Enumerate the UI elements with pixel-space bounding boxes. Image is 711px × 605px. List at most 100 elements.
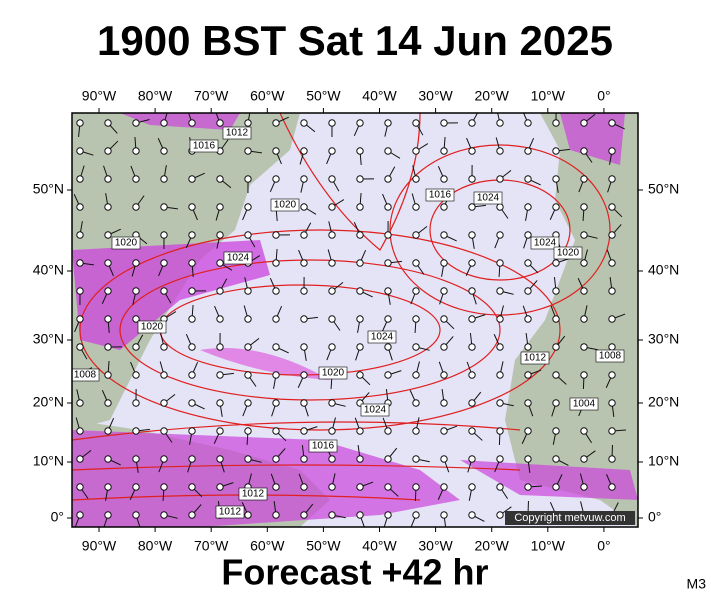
barb-station bbox=[329, 260, 335, 266]
barb-station bbox=[441, 204, 447, 210]
barb-station bbox=[161, 512, 167, 518]
barb-station bbox=[441, 232, 447, 238]
barb-station bbox=[525, 484, 531, 490]
barb-station bbox=[357, 428, 363, 434]
barb-station bbox=[217, 176, 223, 182]
barb-station bbox=[581, 120, 587, 126]
barb-station bbox=[525, 148, 531, 154]
isobar-label: 1012 bbox=[242, 489, 265, 500]
barb-station bbox=[77, 204, 83, 210]
barb-station bbox=[469, 120, 475, 126]
barb-station bbox=[497, 428, 503, 434]
barb-station bbox=[273, 344, 279, 350]
barb-station bbox=[161, 204, 167, 210]
barb-station bbox=[609, 344, 615, 350]
barb-station bbox=[189, 512, 195, 518]
isobar-label: 1004 bbox=[573, 399, 596, 410]
barb-station bbox=[189, 232, 195, 238]
barb-station bbox=[357, 512, 363, 518]
barb-station bbox=[469, 484, 475, 490]
barb-station bbox=[105, 456, 111, 462]
barb-station bbox=[609, 120, 615, 126]
barb-station bbox=[497, 260, 503, 266]
barb-station bbox=[553, 288, 559, 294]
barb-station bbox=[161, 400, 167, 406]
barb-station bbox=[189, 260, 195, 266]
barb-station bbox=[525, 316, 531, 322]
barb-station bbox=[609, 176, 615, 182]
barb-station bbox=[105, 260, 111, 266]
barb-station bbox=[553, 344, 559, 350]
barb-station bbox=[301, 456, 307, 462]
lon-label: 0° bbox=[597, 538, 610, 554]
copyright: Copyright metvuw.com bbox=[514, 512, 625, 524]
barb-station bbox=[133, 400, 139, 406]
barb-station bbox=[161, 260, 167, 266]
barb-station bbox=[441, 400, 447, 406]
isobar-label: 1008 bbox=[599, 351, 622, 362]
barb-station bbox=[357, 204, 363, 210]
barb-station bbox=[413, 456, 419, 462]
barb-station bbox=[189, 176, 195, 182]
barb-station bbox=[385, 484, 391, 490]
barb-station bbox=[497, 176, 503, 182]
barb-station bbox=[245, 288, 251, 294]
barb-station bbox=[105, 512, 111, 518]
barb-station bbox=[161, 148, 167, 154]
barb-station bbox=[441, 120, 447, 126]
barb-station bbox=[469, 176, 475, 182]
barb-station bbox=[497, 204, 503, 210]
barb-station bbox=[329, 512, 335, 518]
lon-label: 20°W bbox=[475, 88, 510, 104]
barb-station bbox=[413, 204, 419, 210]
barb-station bbox=[301, 232, 307, 238]
barb-station bbox=[497, 456, 503, 462]
barb-station bbox=[105, 288, 111, 294]
barb-station bbox=[217, 484, 223, 490]
barb-station bbox=[497, 232, 503, 238]
barb-station bbox=[217, 344, 223, 350]
barb-station bbox=[413, 400, 419, 406]
barb-station bbox=[217, 400, 223, 406]
barb-station bbox=[441, 512, 447, 518]
lat-label: 10°N bbox=[33, 453, 64, 469]
barb-station bbox=[217, 288, 223, 294]
barb-station bbox=[105, 148, 111, 154]
barb-station bbox=[329, 232, 335, 238]
barb-station bbox=[413, 260, 419, 266]
barb-station bbox=[385, 148, 391, 154]
barb-station bbox=[245, 344, 251, 350]
barb-station bbox=[161, 120, 167, 126]
barb-station bbox=[581, 176, 587, 182]
barb-station bbox=[385, 204, 391, 210]
barb-station bbox=[273, 400, 279, 406]
barb-station bbox=[273, 148, 279, 154]
lon-label: 40°W bbox=[362, 88, 397, 104]
barb-station bbox=[553, 120, 559, 126]
barb-station bbox=[497, 344, 503, 350]
barb-station bbox=[525, 232, 531, 238]
barb-station bbox=[77, 512, 83, 518]
lat-label: 30°N bbox=[33, 331, 64, 347]
barb-station bbox=[329, 484, 335, 490]
barb-station bbox=[497, 316, 503, 322]
barb-station bbox=[133, 204, 139, 210]
barb-station bbox=[413, 512, 419, 518]
lat-label: 50°N bbox=[648, 181, 679, 197]
isobar-label: 1008 bbox=[74, 370, 97, 381]
barb-station bbox=[133, 428, 139, 434]
barb-station bbox=[469, 204, 475, 210]
barb-station bbox=[189, 316, 195, 322]
barb-station bbox=[441, 372, 447, 378]
barb-station bbox=[497, 120, 503, 126]
barb-station bbox=[553, 400, 559, 406]
barb-station bbox=[189, 288, 195, 294]
barb-station bbox=[77, 148, 83, 154]
barb-station bbox=[301, 120, 307, 126]
barb-station bbox=[413, 428, 419, 434]
barb-station bbox=[301, 316, 307, 322]
barb-station bbox=[301, 428, 307, 434]
barb-station bbox=[357, 288, 363, 294]
barb-station bbox=[469, 260, 475, 266]
barb-station bbox=[105, 344, 111, 350]
